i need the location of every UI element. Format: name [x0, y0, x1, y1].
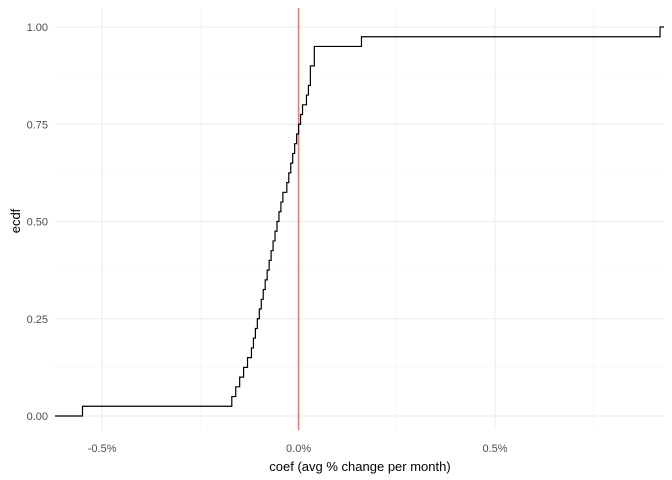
y-tick-label: 0.00: [27, 411, 48, 423]
y-tick-label: 0.50: [27, 217, 48, 229]
y-axis-title: ecdf: [8, 208, 23, 233]
y-tick-label: 0.25: [27, 314, 48, 326]
x-tick-label: -0.5%: [88, 443, 117, 455]
x-axis-ticks: -0.5% 0.0% 0.5%: [88, 443, 508, 455]
x-tick-label: 0.0%: [286, 443, 311, 455]
x-axis-title: coef (avg % change per month): [269, 459, 450, 474]
x-tick-label: 0.5%: [483, 443, 508, 455]
y-axis-ticks: 0.00 0.25 0.50 0.75 1.00: [27, 22, 48, 423]
grid: [55, 8, 664, 430]
ecdf-step-line: [55, 26, 664, 417]
series-group: [55, 26, 664, 417]
y-tick-label: 1.00: [27, 22, 48, 34]
y-tick-label: 0.75: [27, 119, 48, 131]
